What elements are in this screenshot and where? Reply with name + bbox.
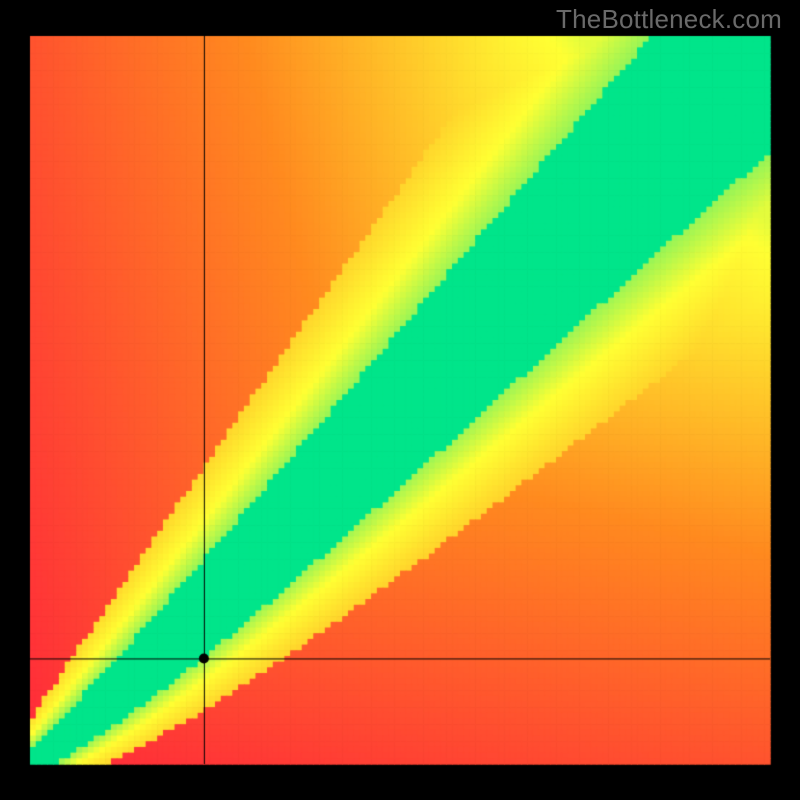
watermark-text: TheBottleneck.com: [556, 4, 782, 35]
bottleneck-heatmap: [0, 0, 800, 800]
